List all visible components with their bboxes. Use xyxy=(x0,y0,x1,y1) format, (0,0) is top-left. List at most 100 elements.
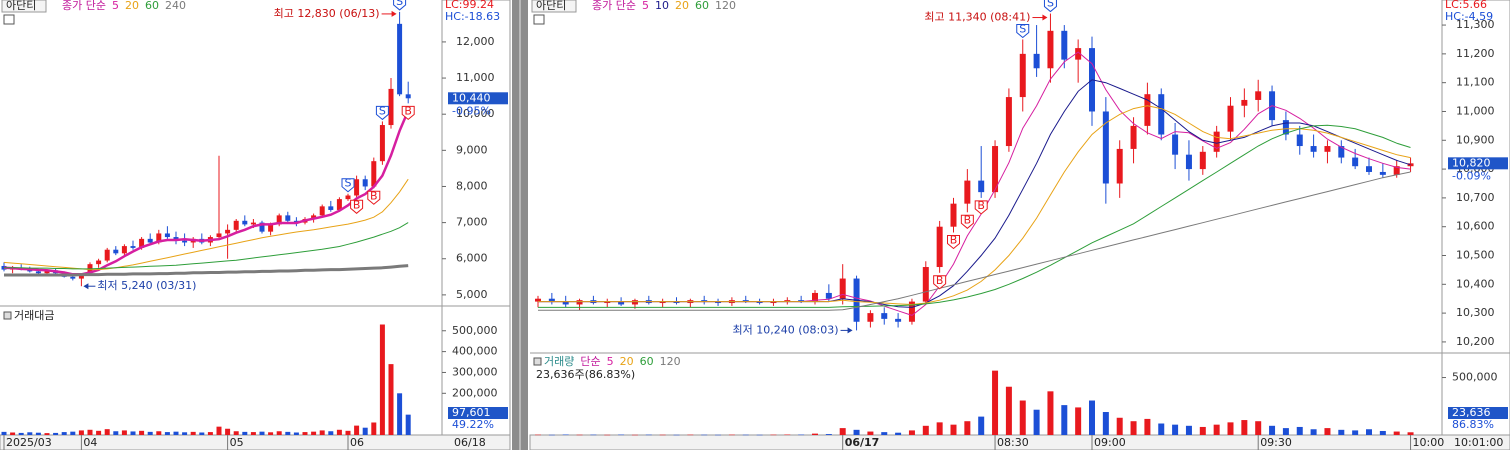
volume-bar xyxy=(44,433,50,435)
last-price: 10,820 xyxy=(1452,156,1491,169)
moving-average xyxy=(3,178,409,271)
volume-bar xyxy=(78,430,84,435)
candle-body xyxy=(742,300,749,302)
volume-bar xyxy=(1269,425,1276,435)
volume-legend: 거래대금 xyxy=(14,309,54,322)
candle-body xyxy=(576,300,583,305)
y-tick-label: 8,000 xyxy=(456,179,488,192)
candle-body xyxy=(1102,111,1109,184)
candle-body xyxy=(867,313,874,322)
volume-last-box xyxy=(448,407,508,419)
volume-bar xyxy=(96,430,102,435)
candle-body xyxy=(1005,97,1012,147)
candle-body xyxy=(1366,166,1372,172)
candle-body xyxy=(397,23,403,95)
candle-body xyxy=(130,246,136,248)
candle-body xyxy=(35,271,41,274)
signal-label: B xyxy=(936,274,944,287)
volume-bar xyxy=(1213,424,1220,435)
candle-body xyxy=(139,238,145,248)
x-tick-label: 04 xyxy=(83,436,97,449)
legend-entry: 60 xyxy=(145,0,159,12)
volume-bar xyxy=(881,432,888,435)
volume-bar xyxy=(1407,432,1414,435)
volume-title: 거래량 xyxy=(544,355,574,368)
stock-name-box[interactable] xyxy=(1,0,47,13)
signal-label: B xyxy=(964,213,972,226)
candle-body xyxy=(104,249,110,261)
candle-body xyxy=(311,215,317,219)
volume-tick-label: 500,000 xyxy=(452,324,498,337)
candle-body xyxy=(604,301,611,304)
volume-bar xyxy=(867,431,874,435)
volume-ratio: 86.83% xyxy=(1452,418,1494,431)
candle-body xyxy=(345,195,351,200)
volume-ma-entry: 60 xyxy=(640,355,654,368)
candle-body xyxy=(1061,30,1068,60)
candle-body xyxy=(1130,125,1137,149)
volume-bar xyxy=(362,427,368,435)
candle-body xyxy=(881,313,888,319)
volume-bar xyxy=(1324,428,1331,435)
candle-body xyxy=(225,229,231,234)
signal-marker xyxy=(393,0,407,11)
signal-label: B xyxy=(353,198,361,211)
volume-icon xyxy=(533,357,542,366)
volume-bar xyxy=(139,430,145,435)
volume-bar xyxy=(1379,430,1386,435)
y-tick-label: 9,000 xyxy=(456,143,488,156)
candle-body xyxy=(1324,146,1331,152)
volume-bar xyxy=(798,434,805,436)
grid-icon[interactable] xyxy=(3,14,15,25)
candle-body xyxy=(631,300,638,305)
candle-body xyxy=(1116,148,1123,184)
grid-icon[interactable] xyxy=(533,14,545,25)
candle-body xyxy=(908,301,915,322)
high-arrowhead xyxy=(1042,14,1048,21)
signal-marker xyxy=(933,275,947,290)
volume-bar xyxy=(1199,426,1206,435)
legend-entry: 10 xyxy=(655,0,669,12)
volume-bar xyxy=(687,434,694,436)
legend: 종가 단순 5 20 60 240 xyxy=(62,0,186,12)
signal-label: S xyxy=(396,0,403,8)
volume-bar xyxy=(1393,431,1400,435)
volume-bar xyxy=(770,434,777,436)
volume-bar xyxy=(922,425,929,435)
candle-body xyxy=(922,267,929,302)
signal-label: B xyxy=(977,199,985,212)
volume-bar xyxy=(405,414,411,435)
legend-entry: 120 xyxy=(715,0,736,12)
volume-bar xyxy=(576,434,583,436)
candle-body xyxy=(950,203,957,227)
legend: 종가 단순 5 10 20 60 120 xyxy=(592,0,736,12)
candle-body xyxy=(164,233,170,238)
signal-marker xyxy=(375,105,389,121)
signal-marker xyxy=(1016,23,1030,39)
x-tick-label: 09:30 xyxy=(1260,436,1292,449)
stock-name-box[interactable] xyxy=(531,0,577,13)
candle-body xyxy=(659,301,666,304)
volume-bar xyxy=(293,432,299,435)
last-price-box xyxy=(1448,157,1508,170)
candle-body xyxy=(618,301,625,305)
candle-body xyxy=(319,206,325,216)
volume-bar xyxy=(336,429,342,435)
volume-bar xyxy=(182,432,188,435)
signal-label: S xyxy=(379,104,386,117)
volume-bar xyxy=(113,431,119,435)
volume-bar xyxy=(53,432,59,435)
signal-marker xyxy=(341,178,355,193)
volume-tick-label: 400,000 xyxy=(452,345,498,358)
legend-label: 종가 단순 xyxy=(62,0,106,12)
candle-body xyxy=(1338,146,1345,158)
low-arrowhead xyxy=(83,283,89,290)
volume-bar xyxy=(199,432,205,435)
candle-body xyxy=(1144,94,1151,126)
candle-body xyxy=(405,94,411,99)
volume-bar xyxy=(1352,430,1359,435)
volume-bar xyxy=(590,434,597,436)
candle-body xyxy=(812,292,818,302)
candle-body xyxy=(1199,151,1206,170)
volume-bar xyxy=(1158,423,1165,435)
